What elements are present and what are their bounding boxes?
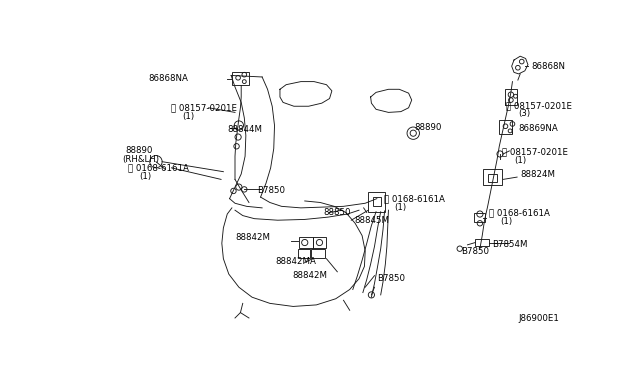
- Text: 88844M: 88844M: [227, 125, 262, 134]
- Text: 88842M: 88842M: [292, 271, 327, 280]
- Bar: [474, 212, 484, 222]
- Text: 88842M: 88842M: [235, 232, 270, 242]
- Text: Ⓑ 0168-6161A: Ⓑ 0168-6161A: [384, 194, 445, 203]
- Text: (1): (1): [395, 203, 407, 212]
- Bar: [499, 120, 513, 134]
- Text: (1): (1): [514, 155, 526, 165]
- Text: 88890: 88890: [125, 147, 152, 155]
- Text: Ⓑ 08157-0201E: Ⓑ 08157-0201E: [506, 101, 572, 110]
- Bar: [298, 237, 312, 248]
- Text: B7850: B7850: [257, 186, 285, 195]
- Bar: [368, 192, 385, 212]
- Text: 88824M: 88824M: [520, 170, 556, 179]
- Bar: [476, 239, 489, 246]
- Bar: [505, 89, 517, 105]
- Text: B7854M: B7854M: [492, 240, 528, 248]
- Text: (3): (3): [518, 109, 531, 118]
- Text: Ⓑ 0168-6161A: Ⓑ 0168-6161A: [489, 209, 550, 218]
- Bar: [373, 197, 381, 206]
- Text: 88842MA: 88842MA: [275, 257, 316, 266]
- Text: Ⓑ 08157-0201E: Ⓑ 08157-0201E: [502, 147, 568, 156]
- Text: Ⓑ 08157-0201E: Ⓑ 08157-0201E: [172, 103, 237, 112]
- Text: (RH&LH): (RH&LH): [122, 155, 159, 164]
- Text: J86900E1: J86900E1: [518, 314, 559, 323]
- Text: 88845M: 88845M: [355, 216, 389, 225]
- Text: 88850: 88850: [323, 208, 351, 217]
- Text: (1): (1): [182, 112, 195, 121]
- Text: B7850: B7850: [378, 274, 406, 283]
- Bar: [488, 174, 497, 182]
- Text: 86868NA: 86868NA: [148, 74, 189, 83]
- Text: 86869NA: 86869NA: [518, 124, 559, 133]
- Text: Ⓑ 0168-6161A: Ⓑ 0168-6161A: [128, 163, 189, 172]
- Text: (1): (1): [500, 217, 512, 226]
- Text: 86868N: 86868N: [531, 62, 565, 71]
- Bar: [298, 249, 310, 258]
- Text: B7850: B7850: [461, 247, 490, 256]
- Bar: [483, 169, 502, 185]
- Bar: [312, 237, 326, 248]
- Text: (1): (1): [139, 172, 151, 181]
- Bar: [232, 71, 249, 86]
- Bar: [311, 249, 325, 258]
- Text: 88890: 88890: [415, 123, 442, 132]
